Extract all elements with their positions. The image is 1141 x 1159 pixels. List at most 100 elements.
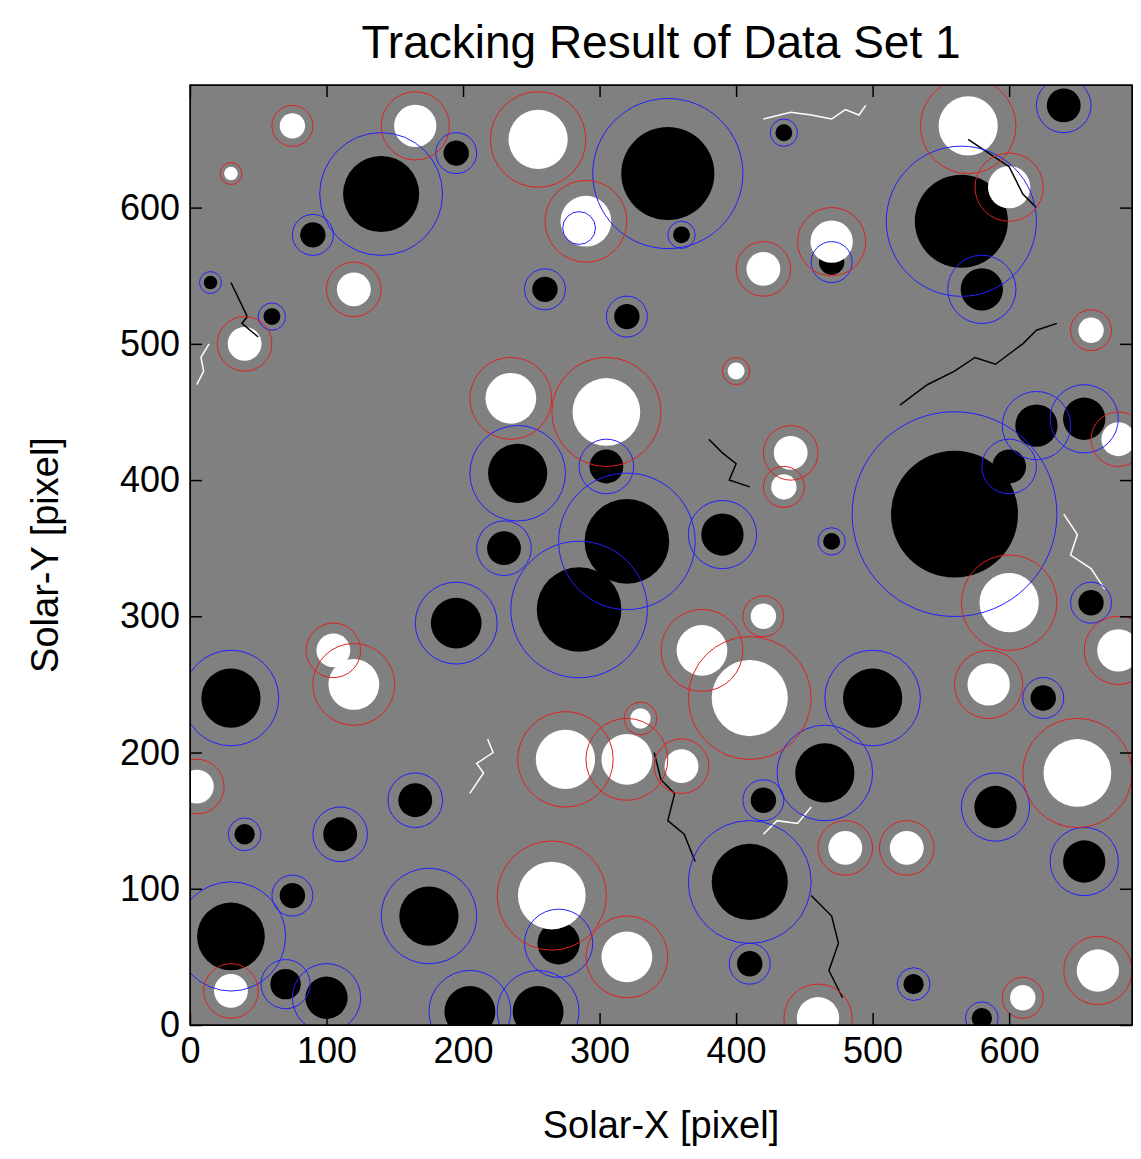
feature-circle — [292, 964, 360, 1025]
feature-circle — [1064, 936, 1132, 1004]
feature-blob — [828, 831, 862, 865]
feature-circle — [624, 702, 657, 735]
tick-mark — [1120, 616, 1132, 618]
feature-circle — [818, 528, 845, 555]
feature-blob — [263, 308, 280, 325]
feature-circle — [948, 255, 1016, 323]
feature-circle — [552, 357, 661, 466]
tick-mark — [463, 1013, 465, 1025]
feature-circle — [688, 500, 756, 568]
track — [197, 344, 209, 385]
feature-circle — [965, 1002, 998, 1025]
feature-blob — [797, 997, 839, 1025]
feature-blob — [751, 788, 776, 813]
feature-blob — [488, 444, 547, 503]
feature-blob — [992, 450, 1026, 484]
feature-blob — [677, 625, 728, 676]
feature-blob — [228, 327, 262, 361]
title: Tracking Result of Data Set 1 — [361, 16, 960, 68]
feature-blob — [601, 931, 652, 982]
feature-blob — [585, 499, 670, 584]
feature-blob — [513, 986, 564, 1025]
feature-circle — [955, 650, 1023, 718]
tick-mark — [872, 85, 874, 97]
feature-circle — [1071, 310, 1112, 351]
tick: 100 — [297, 1013, 357, 1071]
plot-background — [190, 85, 1132, 1025]
feature-circle — [777, 725, 873, 821]
tick — [1120, 344, 1132, 345]
tick-mark — [190, 889, 202, 891]
feature-circle — [200, 272, 222, 294]
feature-blob — [532, 277, 557, 302]
tick-label: 600 — [120, 187, 180, 228]
tick: 200 — [120, 732, 202, 773]
feature-blob — [1010, 985, 1035, 1010]
feature-blob — [903, 974, 923, 994]
feature-blob — [665, 749, 699, 783]
track — [763, 105, 865, 119]
tick — [1120, 753, 1132, 754]
feature-blob — [316, 633, 350, 667]
feature-circle — [668, 221, 695, 248]
track — [763, 807, 811, 834]
feature-circle — [545, 180, 627, 262]
tick-mark — [1120, 344, 1132, 346]
tick-mark — [1120, 480, 1132, 482]
feature-blob — [1078, 590, 1103, 615]
feature-circle — [477, 521, 532, 576]
feature-blob — [972, 1008, 992, 1025]
feature-blob — [444, 986, 495, 1025]
tick-mark — [736, 1013, 738, 1025]
feature-blob — [1044, 739, 1112, 807]
tick — [600, 85, 601, 97]
feature-circle — [818, 821, 873, 876]
feature-blob — [1031, 685, 1056, 710]
feature-blob — [1077, 949, 1119, 991]
feature-blob — [280, 883, 305, 908]
tick-mark — [1120, 889, 1132, 891]
feature-circle — [743, 596, 784, 637]
feature-circle — [429, 970, 511, 1025]
y-axis-title: Solar-Y [pixel] — [24, 437, 66, 673]
feature-circle — [306, 623, 361, 678]
feature-circle — [190, 650, 279, 746]
feature-blob — [190, 770, 214, 804]
feature-circle — [204, 964, 259, 1019]
feature-circle — [228, 818, 261, 851]
feature-blob — [270, 969, 300, 999]
feature-blob — [487, 531, 521, 565]
feature-circle — [1036, 85, 1091, 133]
tick: 200 — [434, 1013, 494, 1071]
track — [900, 323, 1057, 405]
feature-circle — [1050, 827, 1118, 895]
feature-blob — [751, 604, 776, 629]
feature-circle — [1071, 582, 1112, 623]
x-axis: 0100200300400500600 — [180, 1013, 1132, 1071]
track — [968, 139, 1036, 207]
feature-circle — [661, 609, 743, 691]
feature-circle — [736, 242, 791, 297]
feature-blob — [444, 140, 469, 165]
feature-circle — [190, 759, 224, 814]
feature-circle — [313, 807, 368, 862]
feature-blob — [280, 113, 305, 138]
track — [1064, 514, 1105, 589]
feature-circle — [381, 92, 449, 160]
y-axis: 0100200300400500600 — [120, 86, 202, 1046]
feature-blob — [1101, 422, 1132, 456]
tick-mark — [190, 207, 202, 209]
track — [470, 739, 493, 793]
feature-circle — [1023, 678, 1064, 719]
tick-label: 200 — [120, 732, 180, 773]
tick-mark — [190, 752, 202, 754]
feature-blob — [712, 844, 788, 920]
tick — [1120, 208, 1132, 209]
feature-blob — [601, 734, 652, 785]
axis-line — [190, 86, 191, 1026]
tick-mark — [190, 344, 202, 346]
feature-blob — [561, 196, 612, 247]
tick-label: 300 — [570, 1030, 630, 1071]
feature-circle — [327, 262, 382, 317]
feature-blob — [394, 105, 436, 147]
